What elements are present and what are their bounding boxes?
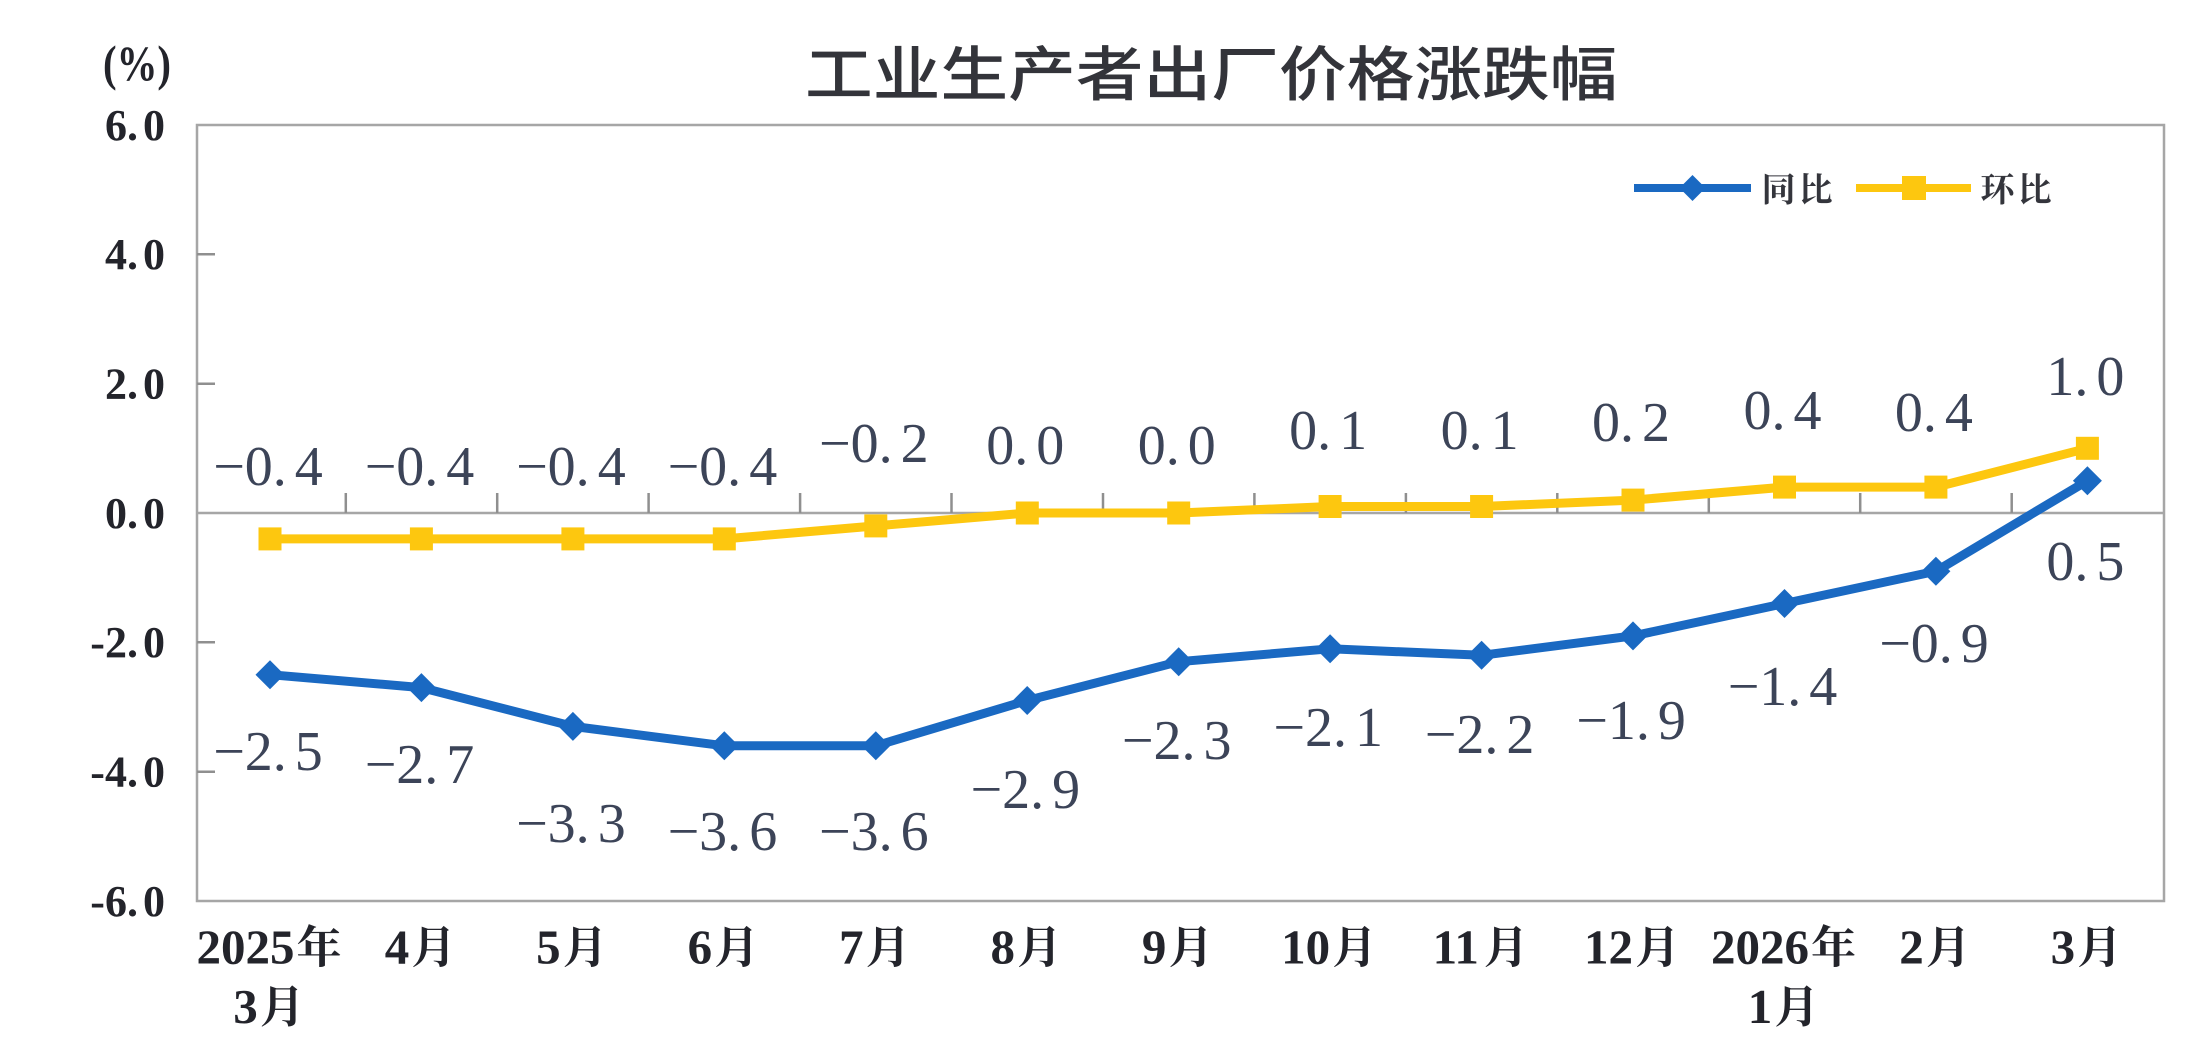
svg-text:8: 8 (991, 920, 1016, 975)
svg-text:4: 4 (385, 920, 410, 975)
svg-text:−3.6: −3. 6 (819, 801, 929, 863)
svg-text:0.0: 0. 0 (986, 415, 1064, 477)
svg-text:−0.4: −0. 4 (213, 436, 323, 498)
svg-text:(%): (%) (103, 35, 171, 91)
svg-text:7: 7 (839, 920, 864, 975)
svg-text:12: 12 (1584, 920, 1633, 975)
svg-text:0.5: 0. 5 (2046, 531, 2124, 593)
svg-text:−2.9: −2. 9 (971, 759, 1081, 821)
svg-text:1.0: 1. 0 (2046, 346, 2124, 408)
svg-text:0.1: 0. 1 (1289, 400, 1367, 462)
svg-text:−2.7: −2. 7 (365, 734, 475, 796)
svg-text:−2.2: −2. 2 (1425, 704, 1535, 766)
svg-text:−2.5: −2. 5 (213, 721, 323, 783)
svg-text:−0.4: −0. 4 (365, 436, 475, 498)
svg-text:−0.9: −0. 9 (1879, 613, 1989, 675)
svg-text:5: 5 (536, 920, 561, 975)
svg-text:0.0: 0. 0 (105, 489, 165, 538)
svg-text:−3.6: −3. 6 (668, 801, 778, 863)
svg-text:6: 6 (688, 920, 713, 975)
svg-text:3: 3 (2051, 920, 2076, 975)
svg-text:−0.2: −0. 2 (819, 413, 929, 475)
svg-text:−2.1: −2. 1 (1273, 697, 1383, 759)
svg-text:2025: 2025 (197, 920, 295, 975)
svg-text:0.0: 0. 0 (1138, 415, 1216, 477)
svg-text:0.4: 0. 4 (1744, 380, 1822, 442)
svg-text:-6.0: -6. 0 (90, 877, 165, 926)
svg-text:6.0: 6. 0 (105, 101, 165, 150)
svg-text:−3.3: −3. 3 (516, 793, 626, 855)
svg-text:9: 9 (1142, 920, 1167, 975)
svg-text:−0.4: −0. 4 (516, 436, 626, 498)
svg-text:0.2: 0. 2 (1592, 392, 1670, 454)
svg-text:-2.0: -2. 0 (90, 618, 165, 667)
svg-text:10: 10 (1281, 920, 1330, 975)
svg-text:0.4: 0. 4 (1895, 382, 1973, 444)
svg-text:-4.0: -4. 0 (90, 748, 165, 797)
svg-text:1: 1 (1748, 979, 1773, 1034)
svg-text:4.0: 4. 0 (105, 230, 165, 279)
svg-text:−1.4: −1. 4 (1728, 656, 1838, 718)
svg-text:2026: 2026 (1711, 920, 1809, 975)
svg-text:3: 3 (233, 979, 258, 1034)
svg-text:2: 2 (1899, 920, 1924, 975)
svg-text:0.1: 0. 1 (1441, 400, 1519, 462)
svg-text:−1.9: −1. 9 (1576, 690, 1686, 752)
svg-text:−0.4: −0. 4 (668, 436, 778, 498)
svg-text:−2.3: −2. 3 (1122, 710, 1232, 772)
svg-text:2.0: 2. 0 (105, 360, 165, 409)
svg-text:11: 11 (1433, 920, 1479, 975)
